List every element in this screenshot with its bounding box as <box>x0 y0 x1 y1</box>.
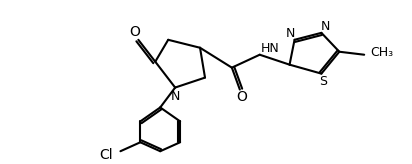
Text: S: S <box>319 75 328 88</box>
Text: N: N <box>171 90 180 102</box>
Text: N: N <box>321 20 330 33</box>
Text: N: N <box>286 27 295 40</box>
Text: O: O <box>129 25 140 39</box>
Text: O: O <box>236 91 247 104</box>
Text: HN: HN <box>261 42 279 55</box>
Text: CH₃: CH₃ <box>370 46 393 59</box>
Text: Cl: Cl <box>99 148 112 162</box>
